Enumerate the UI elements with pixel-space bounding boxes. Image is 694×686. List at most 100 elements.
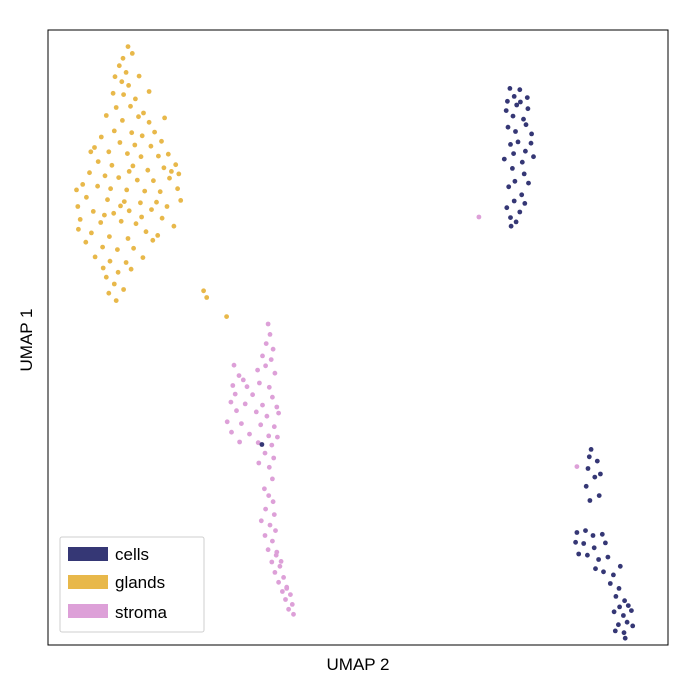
point-stroma-55 <box>277 563 283 569</box>
point-glands-51 <box>105 197 110 203</box>
point-stroma-36 <box>269 442 275 448</box>
point-cells-62 <box>622 598 627 604</box>
point-cells-19 <box>512 178 518 184</box>
point-glands-71 <box>143 229 149 235</box>
point-glands-50 <box>84 194 89 200</box>
point-stroma-3 <box>270 346 276 352</box>
point-glands-38 <box>102 173 108 179</box>
point-stroma-12 <box>244 384 250 390</box>
point-stroma-31 <box>247 431 252 437</box>
point-stroma-27 <box>239 421 244 426</box>
point-glands-103 <box>102 212 107 218</box>
point-stroma-68 <box>278 559 284 564</box>
point-cells-69 <box>616 622 621 628</box>
point-glands-13 <box>120 118 125 123</box>
point-cells-25 <box>508 215 513 221</box>
point-glands-62 <box>77 217 83 222</box>
point-glands-98 <box>169 169 174 174</box>
point-stroma-40 <box>266 464 272 470</box>
point-glands-81 <box>140 255 146 260</box>
point-stroma-56 <box>272 570 278 575</box>
point-glands-37 <box>87 170 92 176</box>
point-glands-82 <box>155 233 161 238</box>
point-stroma-21 <box>274 404 280 410</box>
point-glands-83 <box>100 265 106 271</box>
point-glands-8 <box>133 96 138 102</box>
point-cells-45 <box>583 528 588 533</box>
point-stroma-37 <box>262 450 268 456</box>
point-cells-67 <box>629 608 634 613</box>
point-glands-65 <box>133 221 139 227</box>
point-cells-53 <box>585 552 590 558</box>
point-stroma-70 <box>574 464 580 469</box>
point-stroma-52 <box>265 547 271 553</box>
point-stroma-57 <box>281 575 286 580</box>
point-glands-67 <box>76 226 81 232</box>
point-cells-23 <box>511 198 517 204</box>
point-stroma-8 <box>272 370 278 376</box>
point-glands-92 <box>204 295 210 300</box>
point-stroma-60 <box>280 589 285 594</box>
point-glands-68 <box>89 230 94 236</box>
point-glands-33 <box>130 163 136 169</box>
point-cells-75 <box>598 471 603 477</box>
point-stroma-69 <box>476 214 482 220</box>
point-cells-12 <box>508 142 513 147</box>
point-glands-42 <box>167 175 172 181</box>
point-glands-90 <box>113 298 119 303</box>
point-cells-52 <box>576 551 582 557</box>
point-stroma-50 <box>262 533 268 538</box>
point-glands-7 <box>121 92 126 97</box>
legend-label-glands: glands <box>115 573 165 592</box>
point-glands-80 <box>123 260 129 265</box>
point-glands-2 <box>123 70 129 75</box>
legend-label-cells: cells <box>115 545 149 564</box>
point-stroma-65 <box>291 611 296 617</box>
point-stroma-48 <box>267 522 273 528</box>
point-cells-6 <box>510 113 516 119</box>
point-stroma-66 <box>284 586 290 591</box>
point-glands-32 <box>109 162 115 168</box>
legend-swatch-glands <box>68 575 108 589</box>
point-cells-28 <box>528 140 534 146</box>
point-cells-73 <box>622 635 628 641</box>
point-glands-106 <box>125 44 131 49</box>
point-cells-56 <box>593 566 598 572</box>
point-glands-54 <box>154 199 159 205</box>
point-glands-75 <box>115 247 120 253</box>
point-cells-43 <box>587 498 593 503</box>
point-stroma-46 <box>271 512 277 517</box>
point-glands-86 <box>103 274 109 280</box>
point-cells-13 <box>523 148 528 154</box>
point-cells-17 <box>510 166 515 171</box>
point-cells-47 <box>599 531 605 537</box>
point-glands-24 <box>159 138 164 144</box>
point-glands-18 <box>139 133 145 139</box>
point-cells-65 <box>611 609 617 615</box>
point-glands-12 <box>103 113 109 118</box>
point-glands-41 <box>151 178 156 184</box>
point-glands-16 <box>111 128 117 134</box>
point-stroma-58 <box>276 579 281 585</box>
point-cells-27 <box>504 205 510 211</box>
point-glands-84 <box>115 269 121 275</box>
point-cells-31 <box>525 106 531 112</box>
point-stroma-38 <box>271 455 277 461</box>
point-glands-28 <box>138 154 144 160</box>
point-stroma-51 <box>270 538 275 544</box>
point-cells-58 <box>611 572 616 578</box>
point-cells-64 <box>625 603 631 608</box>
point-glands-76 <box>131 245 137 251</box>
point-glands-60 <box>164 204 170 209</box>
point-glands-52 <box>121 199 127 205</box>
point-glands-100 <box>126 169 132 174</box>
point-glands-95 <box>88 149 94 155</box>
legend: cells glands stroma <box>59 536 205 633</box>
point-stroma-17 <box>270 394 275 400</box>
point-glands-55 <box>75 204 81 209</box>
point-glands-43 <box>80 182 86 187</box>
point-stroma-11 <box>230 383 236 388</box>
point-cells-22 <box>519 192 525 198</box>
point-stroma-35 <box>255 440 261 446</box>
